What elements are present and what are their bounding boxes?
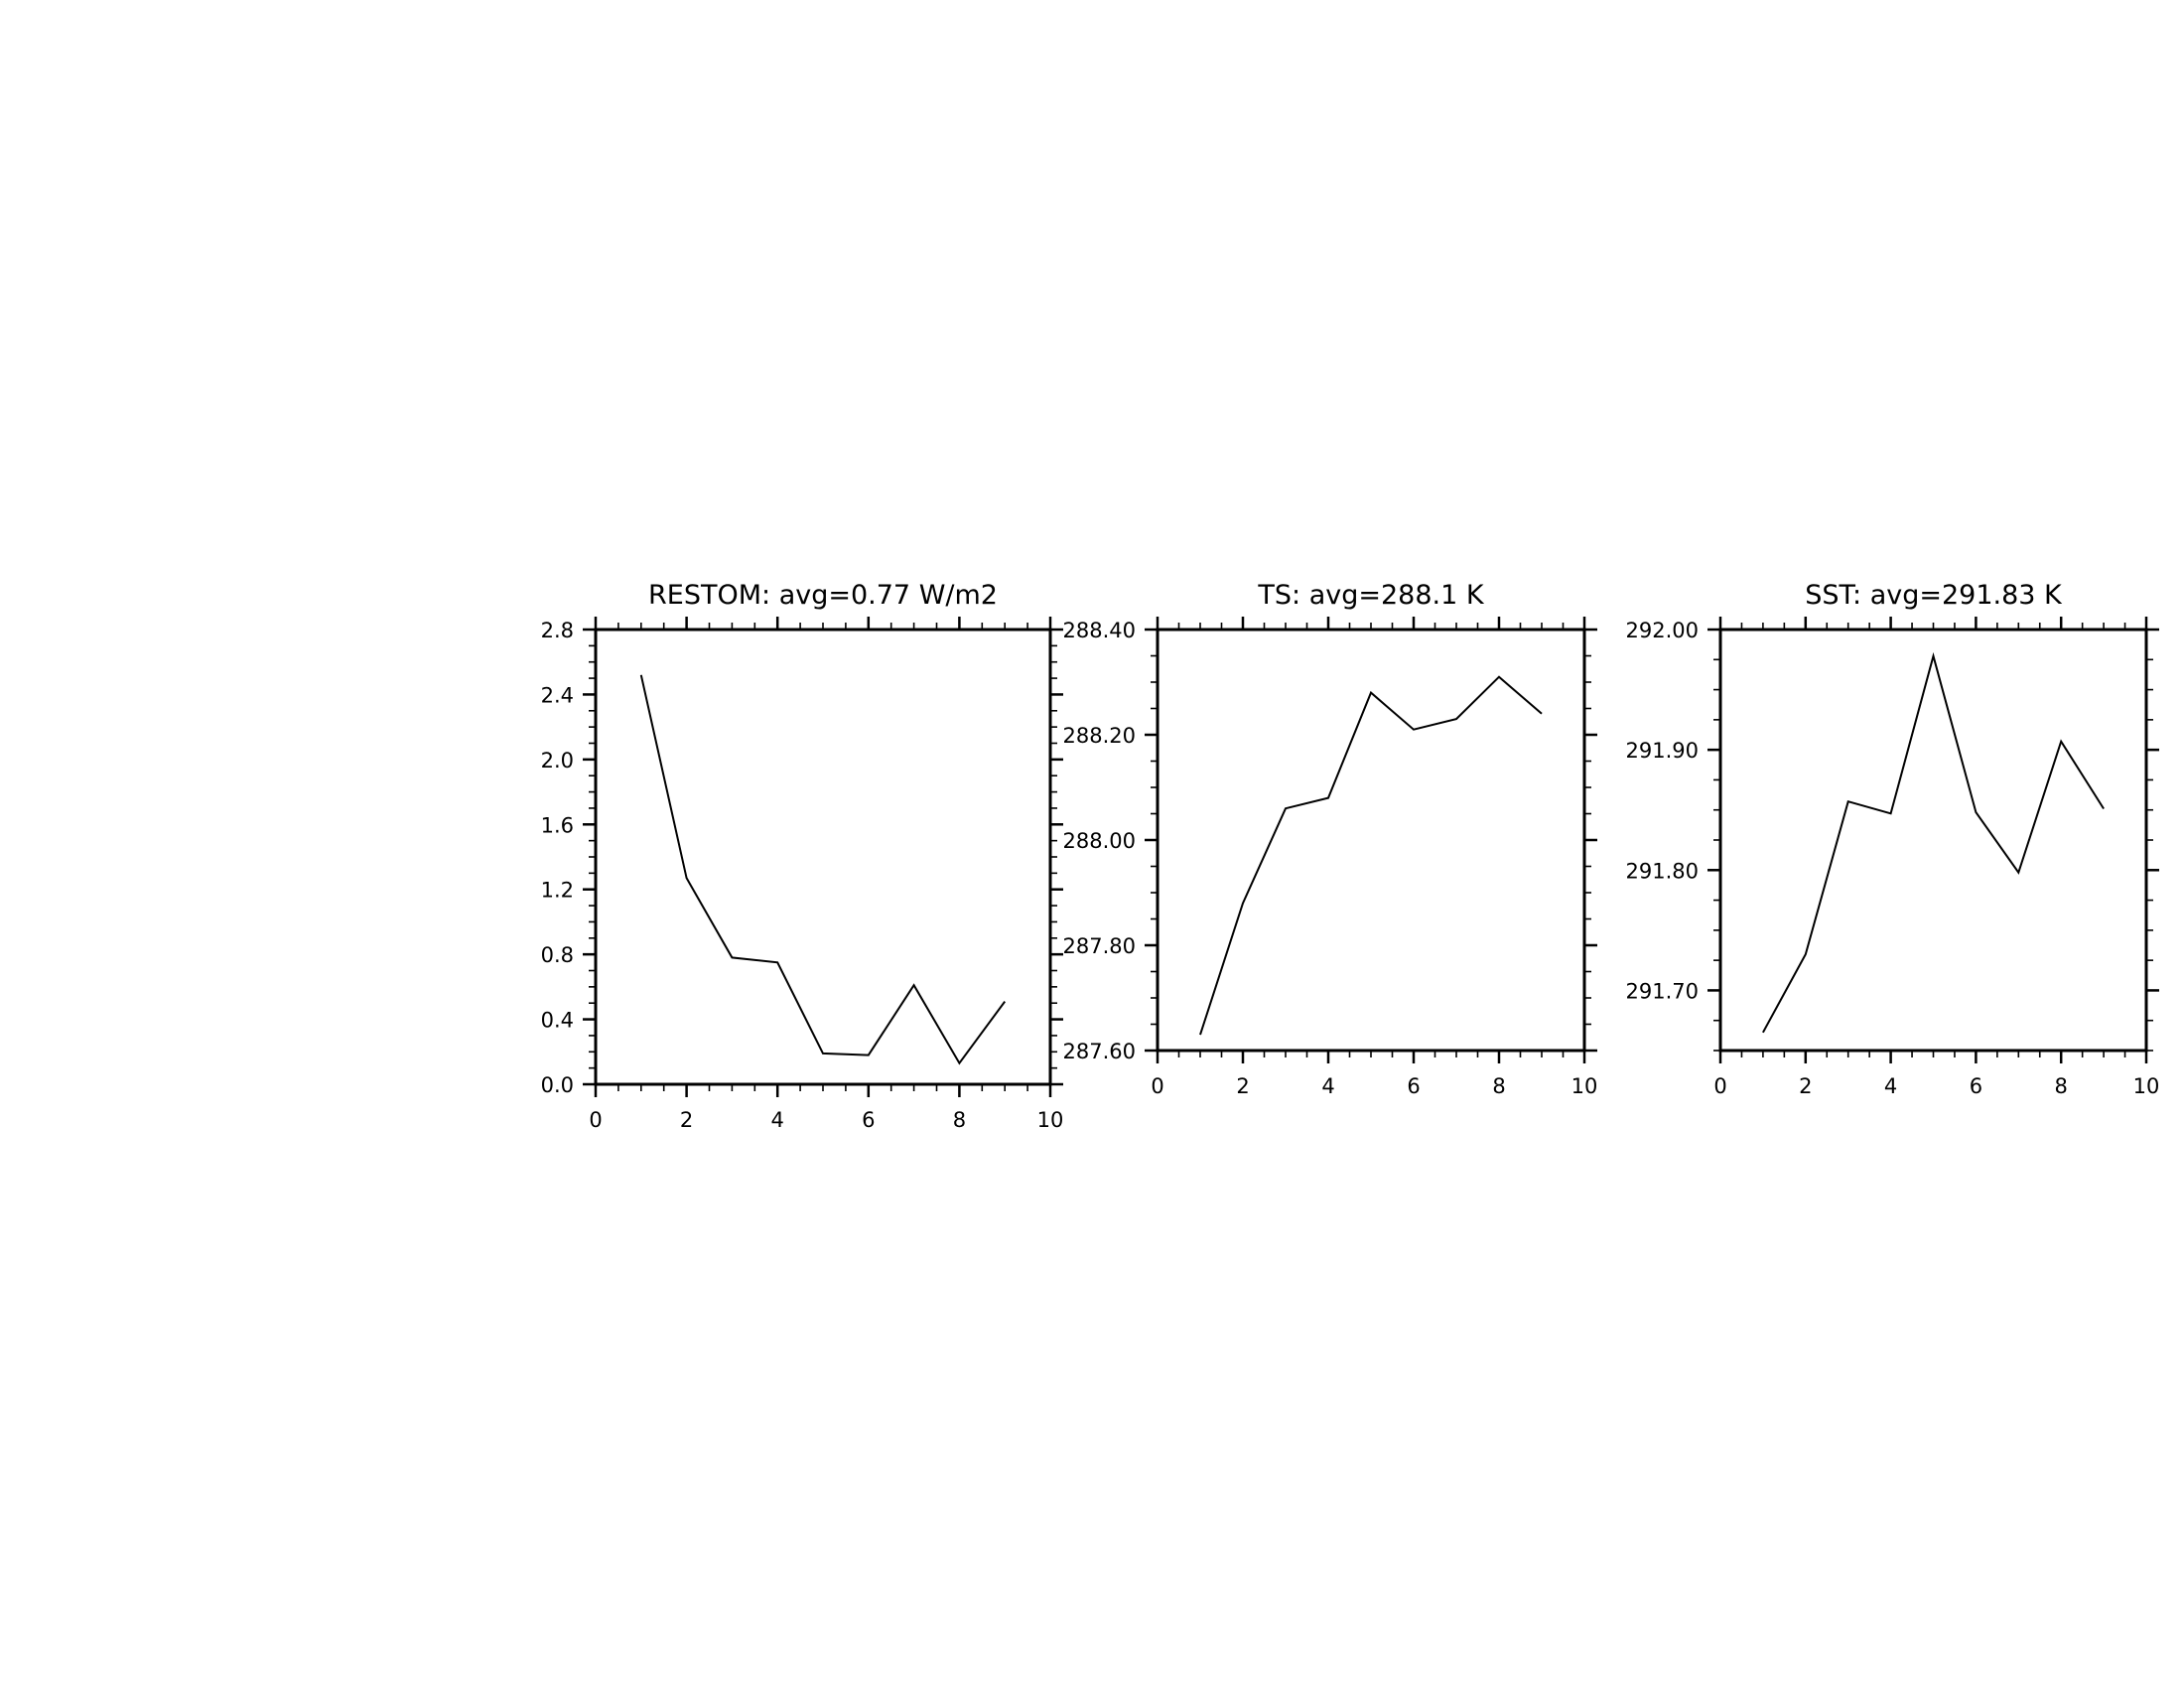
sst-x-tick-label: 6 [1970,1074,1982,1098]
ts-chart-title: TS: avg=288.1 K [1257,580,1484,611]
restom-x-tick-label: 8 [953,1108,966,1132]
ts-y-tick-label: 288.40 [1063,619,1136,642]
sst-y-tick-label: 291.90 [1626,739,1699,763]
restom-y-tick-label: 0.8 [541,943,574,967]
ts-x-tick-label: 2 [1236,1074,1249,1098]
restom-plot-frame [594,628,1052,1086]
restom-y-tick-label: 0.0 [541,1073,574,1097]
ts-x-tick-label: 0 [1151,1074,1163,1098]
restom-y-tick-label: 2.8 [541,619,574,642]
ts-panel: TS: avg=288.1 K 0 2 4 6 8 10 287.60 287.80 288.00… [1063,580,1598,1098]
sst-panel: SST: avg=291.83 K 0 2 4 6 8 10 291.70 291.80 291.… [1626,580,2160,1098]
sst-y-tick-label: 291.80 [1626,859,1699,883]
sst-plot-frame [1718,628,2148,1053]
ts-y-tick-label: 287.60 [1063,1040,1136,1063]
sst-x-tick-label: 2 [1799,1074,1812,1098]
restom-y-tick-label: 2.4 [541,683,574,707]
sst-y-tick-label: 291.70 [1626,979,1699,1003]
restom-x-tick-label: 2 [680,1108,693,1132]
restom-x-tick-label: 0 [589,1108,602,1132]
ts-y-tick-label: 288.20 [1063,724,1136,748]
ts-x-tick-label: 4 [1321,1074,1334,1098]
sst-series-line [1762,651,2105,1034]
sst-y-tick-label: 292.00 [1626,619,1699,642]
sst-x-tick-label: 10 [2133,1074,2160,1098]
ts-x-tick-label: 10 [1571,1074,1598,1098]
ts-y-tick-label: 287.80 [1063,934,1136,958]
restom-panel: RESTOM: avg=0.77 W/m2 0 2 4 6 8 10 0.0 0.4 0.8 1.2… [541,580,1064,1132]
sst-x-tick-label: 0 [1713,1074,1726,1098]
restom-chart-title: RESTOM: avg=0.77 W/m2 [648,580,998,611]
restom-series-line [639,674,1007,1065]
restom-y-tick-label: 0.4 [541,1009,574,1033]
sst-x-tick-label: 8 [2055,1074,2068,1098]
restom-x-tick-label: 6 [862,1108,875,1132]
sst-x-tick-label: 4 [1884,1074,1897,1098]
restom-x-tick-label: 10 [1037,1108,1064,1132]
restom-y-tick-label: 2.0 [541,749,574,773]
restom-x-tick-label: 4 [771,1108,784,1132]
restom-y-tick-label: 1.6 [541,813,574,837]
ts-series-line [1199,675,1543,1036]
ts-y-tick-label: 288.00 [1063,829,1136,853]
sst-chart-title: SST: avg=291.83 K [1805,580,2063,611]
ts-x-tick-label: 8 [1492,1074,1505,1098]
ts-x-tick-label: 6 [1407,1074,1420,1098]
restom-y-tick-label: 1.2 [541,879,574,903]
